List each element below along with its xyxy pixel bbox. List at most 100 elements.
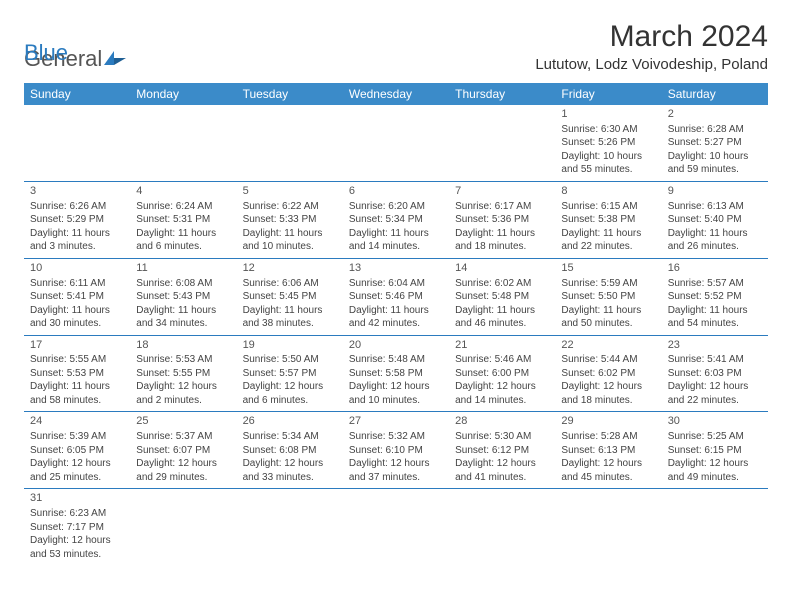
- daylight-1: Daylight: 12 hours: [136, 457, 230, 471]
- sunrise: Sunrise: 5:53 AM: [136, 353, 230, 367]
- daylight-2: and 3 minutes.: [30, 240, 124, 254]
- daylight-2: and 41 minutes.: [455, 471, 549, 485]
- day-header: Monday: [130, 83, 236, 105]
- sunset: Sunset: 6:10 PM: [349, 444, 443, 458]
- daylight-2: and 6 minutes.: [136, 240, 230, 254]
- daylight-2: and 30 minutes.: [30, 317, 124, 331]
- daylight-2: and 37 minutes.: [349, 471, 443, 485]
- sunrise: Sunrise: 6:11 AM: [30, 277, 124, 291]
- day-number: 1: [561, 107, 655, 122]
- daylight-2: and 49 minutes.: [668, 471, 762, 485]
- day-number: 10: [30, 261, 124, 276]
- calendar-row: 24Sunrise: 5:39 AMSunset: 6:05 PMDayligh…: [24, 412, 768, 489]
- day-number: 8: [561, 184, 655, 199]
- day-number: 4: [136, 184, 230, 199]
- daylight-1: Daylight: 11 hours: [668, 304, 762, 318]
- sunrise: Sunrise: 6:20 AM: [349, 200, 443, 214]
- daylight-1: Daylight: 11 hours: [561, 304, 655, 318]
- daylight-1: Daylight: 11 hours: [243, 304, 337, 318]
- title-block: March 2024 Lututow, Lodz Voivodeship, Po…: [535, 20, 768, 73]
- day-cell: 13Sunrise: 6:04 AMSunset: 5:46 PMDayligh…: [343, 258, 449, 335]
- sunset: Sunset: 5:55 PM: [136, 367, 230, 381]
- empty-cell: [449, 105, 555, 181]
- day-number: 3: [30, 184, 124, 199]
- sunrise: Sunrise: 5:59 AM: [561, 277, 655, 291]
- empty-cell: [343, 489, 449, 565]
- sunrise: Sunrise: 5:37 AM: [136, 430, 230, 444]
- empty-cell: [237, 489, 343, 565]
- day-number: 14: [455, 261, 549, 276]
- day-number: 18: [136, 338, 230, 353]
- sunrise: Sunrise: 6:08 AM: [136, 277, 230, 291]
- day-cell: 18Sunrise: 5:53 AMSunset: 5:55 PMDayligh…: [130, 335, 236, 412]
- day-number: 31: [30, 491, 124, 506]
- sunrise: Sunrise: 6:06 AM: [243, 277, 337, 291]
- daylight-1: Daylight: 12 hours: [455, 380, 549, 394]
- day-cell: 11Sunrise: 6:08 AMSunset: 5:43 PMDayligh…: [130, 258, 236, 335]
- sunrise: Sunrise: 5:28 AM: [561, 430, 655, 444]
- day-cell: 17Sunrise: 5:55 AMSunset: 5:53 PMDayligh…: [24, 335, 130, 412]
- sunset: Sunset: 5:27 PM: [668, 136, 762, 150]
- empty-cell: [343, 105, 449, 181]
- sunrise: Sunrise: 5:30 AM: [455, 430, 549, 444]
- calendar-row: 17Sunrise: 5:55 AMSunset: 5:53 PMDayligh…: [24, 335, 768, 412]
- sunrise: Sunrise: 6:17 AM: [455, 200, 549, 214]
- daylight-1: Daylight: 11 hours: [668, 227, 762, 241]
- daylight-2: and 25 minutes.: [30, 471, 124, 485]
- calendar-table: SundayMondayTuesdayWednesdayThursdayFrid…: [24, 83, 768, 565]
- day-cell: 2Sunrise: 6:28 AMSunset: 5:27 PMDaylight…: [662, 105, 768, 181]
- day-cell: 16Sunrise: 5:57 AMSunset: 5:52 PMDayligh…: [662, 258, 768, 335]
- sunset: Sunset: 6:00 PM: [455, 367, 549, 381]
- day-number: 15: [561, 261, 655, 276]
- sunrise: Sunrise: 5:57 AM: [668, 277, 762, 291]
- empty-cell: [237, 105, 343, 181]
- daylight-2: and 42 minutes.: [349, 317, 443, 331]
- calendar-row: 1Sunrise: 6:30 AMSunset: 5:26 PMDaylight…: [24, 105, 768, 181]
- sunrise: Sunrise: 6:15 AM: [561, 200, 655, 214]
- sunset: Sunset: 6:05 PM: [30, 444, 124, 458]
- daylight-2: and 58 minutes.: [30, 394, 124, 408]
- day-cell: 22Sunrise: 5:44 AMSunset: 6:02 PMDayligh…: [555, 335, 661, 412]
- sunset: Sunset: 5:31 PM: [136, 213, 230, 227]
- sunrise: Sunrise: 5:48 AM: [349, 353, 443, 367]
- daylight-1: Daylight: 12 hours: [243, 457, 337, 471]
- sunset: Sunset: 6:08 PM: [243, 444, 337, 458]
- day-number: 25: [136, 414, 230, 429]
- sunset: Sunset: 5:29 PM: [30, 213, 124, 227]
- day-cell: 30Sunrise: 5:25 AMSunset: 6:15 PMDayligh…: [662, 412, 768, 489]
- logo-icon: [104, 45, 126, 71]
- sunset: Sunset: 5:53 PM: [30, 367, 124, 381]
- sunrise: Sunrise: 6:30 AM: [561, 123, 655, 137]
- daylight-2: and 55 minutes.: [561, 163, 655, 177]
- sunrise: Sunrise: 6:02 AM: [455, 277, 549, 291]
- day-cell: 7Sunrise: 6:17 AMSunset: 5:36 PMDaylight…: [449, 181, 555, 258]
- day-number: 27: [349, 414, 443, 429]
- calendar-body: 1Sunrise: 6:30 AMSunset: 5:26 PMDaylight…: [24, 105, 768, 565]
- day-header: Friday: [555, 83, 661, 105]
- daylight-1: Daylight: 12 hours: [243, 380, 337, 394]
- day-cell: 9Sunrise: 6:13 AMSunset: 5:40 PMDaylight…: [662, 181, 768, 258]
- sunrise: Sunrise: 6:23 AM: [30, 507, 124, 521]
- day-number: 17: [30, 338, 124, 353]
- daylight-2: and 18 minutes.: [455, 240, 549, 254]
- day-cell: 19Sunrise: 5:50 AMSunset: 5:57 PMDayligh…: [237, 335, 343, 412]
- day-header: Sunday: [24, 83, 130, 105]
- sunset: Sunset: 5:57 PM: [243, 367, 337, 381]
- day-number: 7: [455, 184, 549, 199]
- sunset: Sunset: 5:43 PM: [136, 290, 230, 304]
- sunrise: Sunrise: 5:41 AM: [668, 353, 762, 367]
- sunset: Sunset: 6:15 PM: [668, 444, 762, 458]
- sunrise: Sunrise: 5:44 AM: [561, 353, 655, 367]
- day-number: 6: [349, 184, 443, 199]
- day-cell: 25Sunrise: 5:37 AMSunset: 6:07 PMDayligh…: [130, 412, 236, 489]
- day-number: 26: [243, 414, 337, 429]
- daylight-2: and 10 minutes.: [243, 240, 337, 254]
- empty-cell: [24, 105, 130, 181]
- day-cell: 10Sunrise: 6:11 AMSunset: 5:41 PMDayligh…: [24, 258, 130, 335]
- empty-cell: [130, 489, 236, 565]
- day-cell: 28Sunrise: 5:30 AMSunset: 6:12 PMDayligh…: [449, 412, 555, 489]
- day-header: Thursday: [449, 83, 555, 105]
- daylight-1: Daylight: 12 hours: [349, 380, 443, 394]
- day-header: Wednesday: [343, 83, 449, 105]
- empty-cell: [130, 105, 236, 181]
